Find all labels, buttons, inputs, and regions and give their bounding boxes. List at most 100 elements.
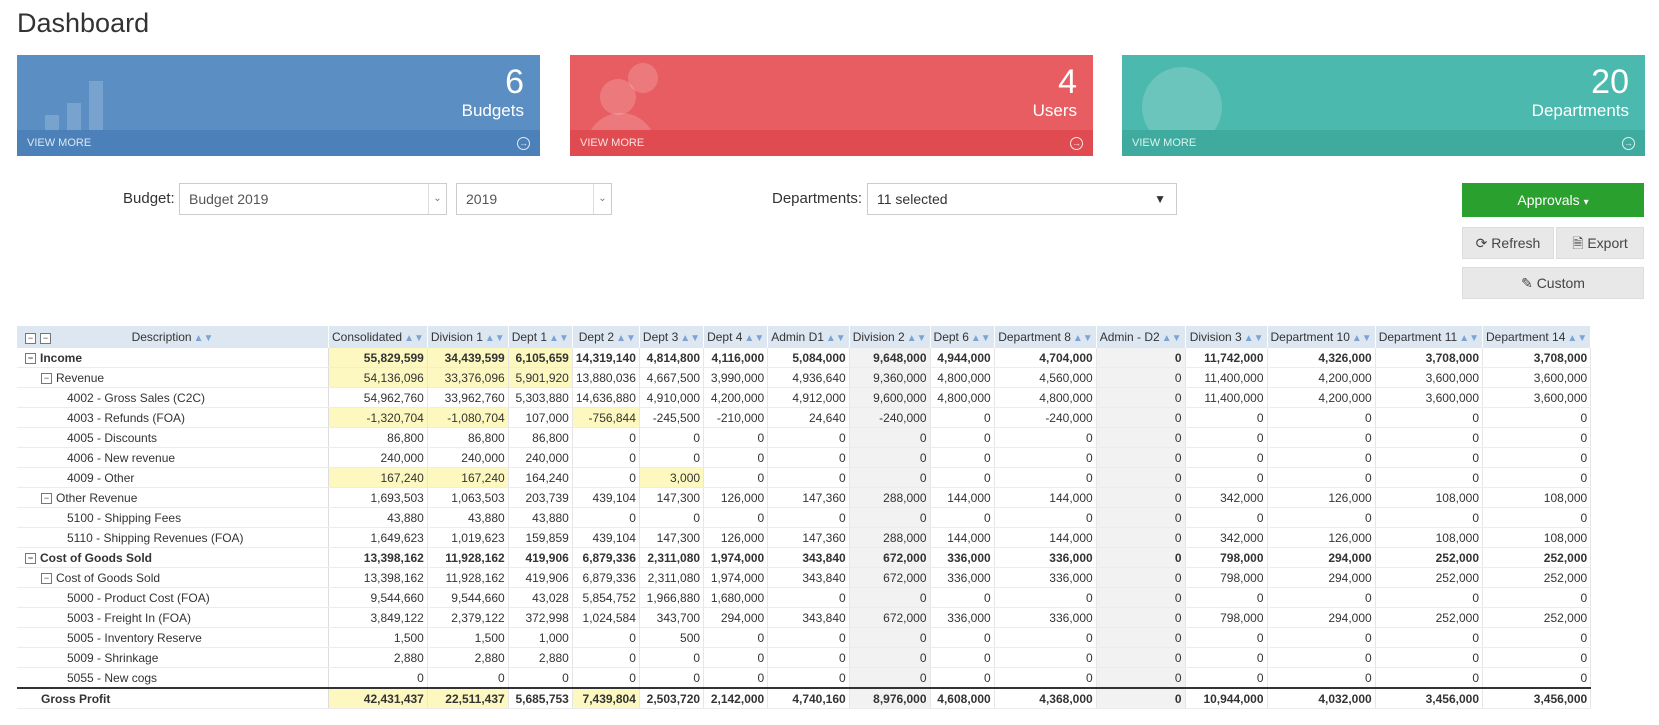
table-cell: 0 [703, 627, 769, 648]
year-select-value: 2019 [466, 191, 498, 207]
table-cell: 147,360 [767, 487, 850, 508]
refresh-button[interactable]: ⟳ Refresh [1462, 227, 1554, 259]
table-cell: 294,000 [1267, 607, 1376, 628]
table-cell: 343,840 [767, 547, 850, 568]
table-cell: 419,906 [508, 547, 573, 568]
table-cell: 672,000 [849, 547, 931, 568]
table-cell: 0 [703, 447, 769, 468]
collapse-all-toggle[interactable]: − − [25, 331, 55, 345]
table-cell: 336,000 [930, 547, 995, 568]
table-cell: 0 [1096, 667, 1186, 689]
row-label: 4002 - Gross Sales (C2C) [67, 390, 206, 405]
column-header-admin-d2[interactable]: Admin - D2 ▲▼ [1096, 326, 1186, 348]
collapse-toggle-icon[interactable]: − [41, 572, 52, 584]
column-header-dept-4[interactable]: Dept 4 ▲▼ [703, 326, 769, 348]
row-label: Income [40, 350, 83, 365]
table-cell: 0 [639, 427, 705, 448]
column-header-division-3[interactable]: Division 3 ▲▼ [1185, 326, 1268, 348]
table-cell: 0 [1096, 467, 1186, 488]
table-cell: 0 [1096, 647, 1186, 668]
budget-select[interactable]: Budget 2019 ⌄ [179, 183, 447, 215]
row-description: 4009 - Other [17, 467, 329, 488]
table-cell: 0 [930, 427, 995, 448]
table-cell: 0 [930, 507, 995, 528]
column-header-description[interactable]: − − Description ▲▼ [17, 326, 329, 348]
table-cell: 0 [1096, 567, 1186, 588]
table-cell: 22,511,437 [427, 687, 509, 709]
row-description: 4005 - Discounts [17, 427, 329, 448]
table-cell: 0 [930, 647, 995, 668]
collapse-toggle-icon[interactable]: − [25, 352, 36, 364]
table-cell: 0 [703, 467, 769, 488]
table-cell: 144,000 [994, 487, 1097, 508]
table-cell: 6,105,659 [508, 348, 573, 368]
row-description: 4003 - Refunds (FOA) [17, 407, 329, 428]
column-header-dept-1[interactable]: Dept 1 ▲▼ [508, 326, 573, 348]
row-label: Cost of Goods Sold [40, 550, 152, 565]
table-cell: 0 [508, 667, 573, 689]
approvals-button[interactable]: Approvals ▾ [1462, 183, 1644, 217]
departments-select[interactable]: 11 selected ▼ [867, 183, 1177, 215]
row-description[interactable]: − Other Revenue [17, 487, 329, 508]
sort-icon: ▲▼ [1351, 333, 1372, 344]
table-cell: 0 [572, 647, 640, 668]
table-cell: 4,912,000 [767, 387, 850, 408]
column-header-dept-2[interactable]: Dept 2 ▲▼ [572, 326, 640, 348]
table-cell: 336,000 [930, 567, 995, 588]
table-cell: 9,648,000 [849, 348, 931, 368]
column-header-admin-d1[interactable]: Admin D1 ▲▼ [767, 326, 850, 348]
column-header-consolidated[interactable]: Consolidated ▲▼ [328, 326, 428, 348]
table-cell: 0 [1267, 667, 1376, 689]
users-view-more[interactable]: VIEW MORE → [570, 130, 1093, 156]
table-cell: 203,739 [508, 487, 573, 508]
year-select[interactable]: 2019 ⌄ [456, 183, 612, 215]
export-button[interactable]: 🗎 Export [1556, 227, 1644, 259]
column-header-department-11[interactable]: Department 11 ▲▼ [1375, 326, 1484, 348]
table-cell: 3,708,000 [1482, 348, 1592, 368]
table-cell: 252,000 [1482, 567, 1592, 588]
collapse-toggle-icon[interactable]: − [25, 552, 36, 564]
table-cell: 294,000 [1267, 567, 1376, 588]
row-description[interactable]: − Revenue [17, 367, 329, 388]
table-cell: 2,880 [508, 647, 573, 668]
table-cell: 5,854,752 [572, 587, 640, 608]
row-description[interactable]: − Income [17, 348, 329, 368]
column-header-department-8[interactable]: Department 8 ▲▼ [994, 326, 1097, 348]
table-cell: 0 [703, 647, 769, 668]
table-row: 5110 - Shipping Revenues (FOA) 1,649,623 1… [17, 527, 1592, 548]
collapse-toggle-icon[interactable]: − [41, 492, 52, 504]
row-label: 5110 - Shipping Revenues (FOA) [67, 530, 244, 545]
table-cell: 288,000 [849, 527, 931, 548]
table-cell: 0 [767, 467, 850, 488]
table-cell: 0 [1096, 687, 1186, 709]
sort-icon: ▲▼ [970, 333, 991, 344]
table-cell: 0 [930, 407, 995, 428]
collapse-toggle-icon[interactable]: − [41, 372, 52, 384]
budgets-count: 6 [505, 63, 524, 101]
users-card[interactable]: 4 Users VIEW MORE → [570, 55, 1093, 156]
column-header-dept-6[interactable]: Dept 6 ▲▼ [930, 326, 995, 348]
column-header-division-1[interactable]: Division 1 ▲▼ [427, 326, 509, 348]
table-row: − Cost of Goods Sold 13,398,162 11,928,162 4… [17, 567, 1592, 588]
table-cell: 336,000 [930, 607, 995, 628]
table-cell: 14,319,140 [572, 348, 640, 368]
table-cell: 0 [1185, 667, 1268, 689]
table-cell: 6,879,336 [572, 567, 640, 588]
column-header-dept-3[interactable]: Dept 3 ▲▼ [639, 326, 705, 348]
column-header-department-14[interactable]: Department 14 ▲▼ [1482, 326, 1592, 348]
departments-view-more[interactable]: VIEW MORE → [1122, 130, 1645, 156]
table-cell: 11,400,000 [1185, 367, 1268, 388]
row-description[interactable]: − Cost of Goods Sold [17, 567, 329, 588]
budgets-card[interactable]: 6 Budgets VIEW MORE → [17, 55, 540, 156]
row-description[interactable]: − Cost of Goods Sold [17, 547, 329, 568]
table-cell: 0 [849, 427, 931, 448]
column-header-department-10[interactable]: Department 10 ▲▼ [1267, 326, 1376, 348]
departments-card[interactable]: 20 Departments VIEW MORE → [1122, 55, 1645, 156]
table-cell: 0 [1375, 627, 1484, 648]
table-cell: 0 [849, 467, 931, 488]
table-cell: 0 [994, 647, 1097, 668]
budgets-view-more[interactable]: VIEW MORE → [17, 130, 540, 156]
custom-button[interactable]: ✎ Custom [1462, 267, 1644, 299]
row-label: 5000 - Product Cost (FOA) [67, 590, 210, 605]
column-header-division-2[interactable]: Division 2 ▲▼ [849, 326, 931, 348]
